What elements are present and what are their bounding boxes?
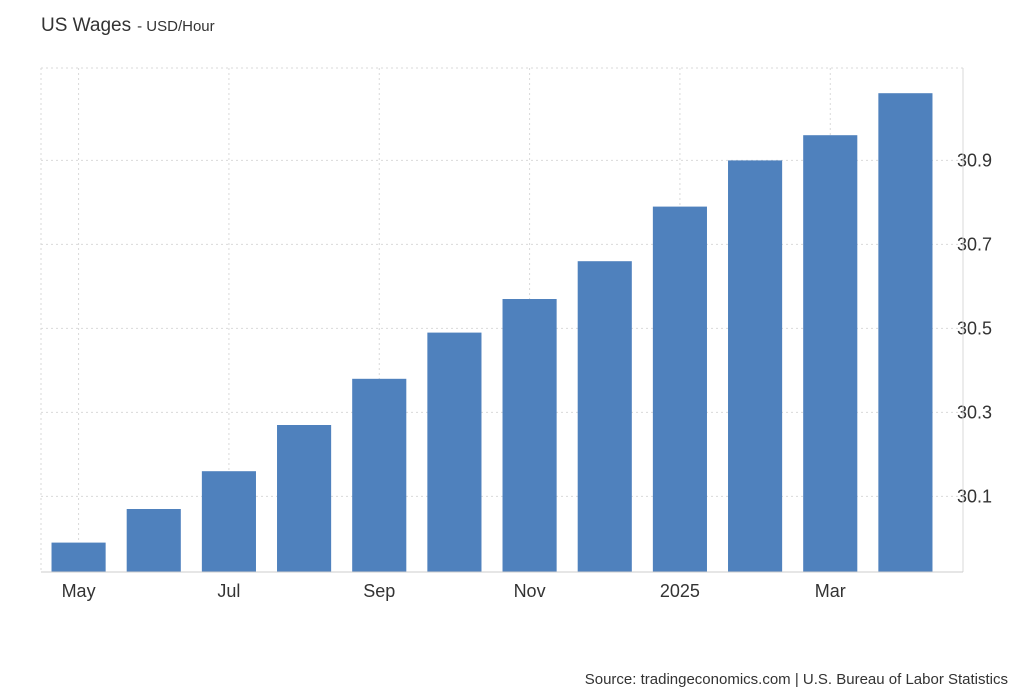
bar [277,425,332,572]
chart-subtitle: - USD/Hour [137,18,215,35]
y-tick-label: 30.3 [957,402,992,422]
y-tick-label: 30.7 [957,234,992,254]
y-tick-label: 30.9 [957,150,992,170]
x-tick-label: Sep [363,581,395,601]
bar [502,299,557,572]
x-tick-label: 2025 [660,581,700,601]
source-credit: Source: tradingeconomics.com | U.S. Bure… [584,671,1008,688]
bar [728,160,783,572]
bar [577,261,632,572]
x-tick-label: Nov [514,581,546,601]
bar [878,93,933,572]
bar [352,378,407,572]
y-tick-label: 30.5 [957,318,992,338]
y-tick-label: 30.1 [957,486,992,506]
bar [803,135,858,572]
bar [201,471,256,572]
bar [51,542,106,572]
x-tick-label: May [62,581,96,601]
bar [652,206,707,572]
bar [126,509,181,572]
x-tick-label: Jul [217,581,240,601]
chart-header: US Wages - USD/Hour [41,15,215,37]
chart-title: US Wages [41,15,132,36]
x-tick-label: Mar [815,581,846,601]
bar [427,332,482,572]
